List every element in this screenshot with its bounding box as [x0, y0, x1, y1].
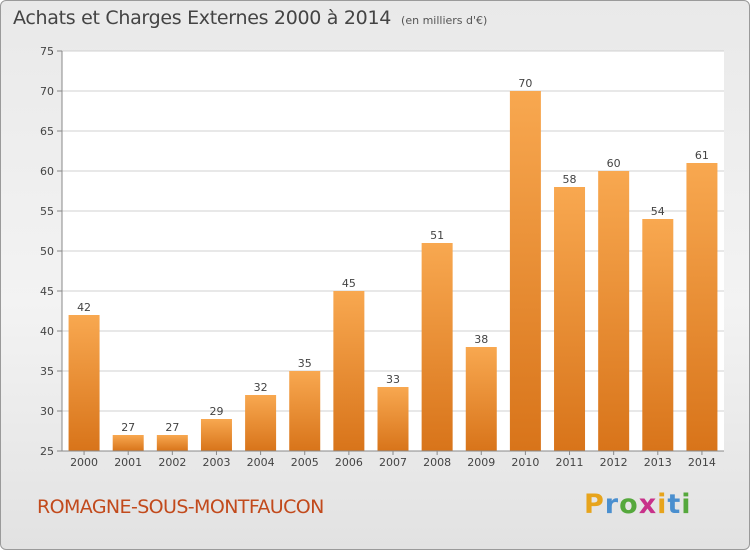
y-tick-label: 35: [40, 365, 54, 378]
logo-letter: P: [584, 489, 605, 520]
data-label-2011: 58: [563, 173, 577, 186]
x-tick-label: 2011: [556, 456, 584, 469]
chart-title-text: Achats et Charges Externes 2000 à 2014: [13, 7, 392, 29]
x-tick-label: 2012: [600, 456, 628, 469]
data-label-2007: 33: [386, 373, 400, 386]
x-tick-label: 2007: [379, 456, 407, 469]
logo-letter: i: [681, 489, 692, 520]
data-label-2008: 51: [430, 229, 444, 242]
data-label-2003: 29: [209, 405, 223, 418]
bar-2001: [112, 435, 144, 451]
y-tick-label: 60: [40, 165, 54, 178]
x-tick-label: 2001: [114, 456, 142, 469]
y-axis-ticks: 25 30 35 40 45 50 55 60 65 70 75: [40, 45, 62, 458]
bar-2004: [245, 395, 277, 451]
bar-2008: [421, 243, 453, 451]
y-tick-label: 65: [40, 125, 54, 138]
bar-2007: [377, 387, 409, 451]
x-tick-label: 2009: [467, 456, 495, 469]
data-labels: 42 27 27 29 32 35 45 33 51 38 70 58 60 54 61: [77, 77, 709, 434]
x-tick-label: 2003: [202, 456, 230, 469]
chart-title: Achats et Charges Externes 2000 à 2014 (e…: [13, 7, 487, 29]
commune-name: ROMAGNE-SOUS-MONTFAUCON: [37, 496, 324, 518]
y-tick-label: 30: [40, 405, 54, 418]
data-label-2000: 42: [77, 301, 91, 314]
bar-2005: [289, 371, 321, 451]
bar-2012: [598, 171, 630, 451]
logo-letter: i: [657, 489, 668, 520]
data-label-2012: 60: [607, 157, 621, 170]
x-tick-label: 2013: [644, 456, 672, 469]
y-tick-label: 75: [40, 45, 54, 58]
x-tick-label: 2002: [158, 456, 186, 469]
y-tick-label: 55: [40, 205, 54, 218]
bar-2003: [200, 419, 232, 451]
x-tick-label: 2008: [423, 456, 451, 469]
bar-2009: [465, 347, 497, 451]
x-tick-label: 2014: [688, 456, 716, 469]
logo-letter: o: [619, 489, 639, 520]
x-tick-label: 2005: [291, 456, 319, 469]
data-label-2001: 27: [121, 421, 135, 434]
logo-letter: t: [667, 489, 682, 520]
data-label-2013: 54: [651, 205, 665, 218]
logo-letter: r: [604, 489, 620, 520]
y-tick-label: 25: [40, 445, 54, 458]
bars: [68, 91, 718, 451]
bar-2014: [686, 163, 718, 451]
bar-2011: [554, 187, 586, 451]
proxiti-logo: Proxiti: [584, 489, 692, 520]
data-label-2005: 35: [298, 357, 312, 370]
y-tick-label: 70: [40, 85, 54, 98]
x-tick-label: 2010: [511, 456, 539, 469]
bar-2010: [509, 91, 541, 451]
data-label-2004: 32: [254, 381, 268, 394]
data-label-2002: 27: [165, 421, 179, 434]
bar-2013: [642, 219, 674, 451]
x-axis-ticks: 2000 2001 2002 2003 2004 2005 2006 2007 2008 2009…: [70, 451, 716, 469]
data-label-2014: 61: [695, 149, 709, 162]
logo-letter: x: [638, 489, 658, 520]
chart-subtitle: (en milliers d'€): [401, 14, 488, 27]
bar-2006: [333, 291, 365, 451]
data-label-2010: 70: [518, 77, 532, 90]
x-tick-label: 2000: [70, 456, 98, 469]
bar-2002: [156, 435, 188, 451]
x-tick-label: 2006: [335, 456, 363, 469]
y-tick-label: 50: [40, 245, 54, 258]
data-label-2006: 45: [342, 277, 356, 290]
bar-2000: [68, 315, 100, 451]
y-tick-label: 45: [40, 285, 54, 298]
x-tick-label: 2004: [247, 456, 275, 469]
data-label-2009: 38: [474, 333, 488, 346]
y-tick-label: 40: [40, 325, 54, 338]
